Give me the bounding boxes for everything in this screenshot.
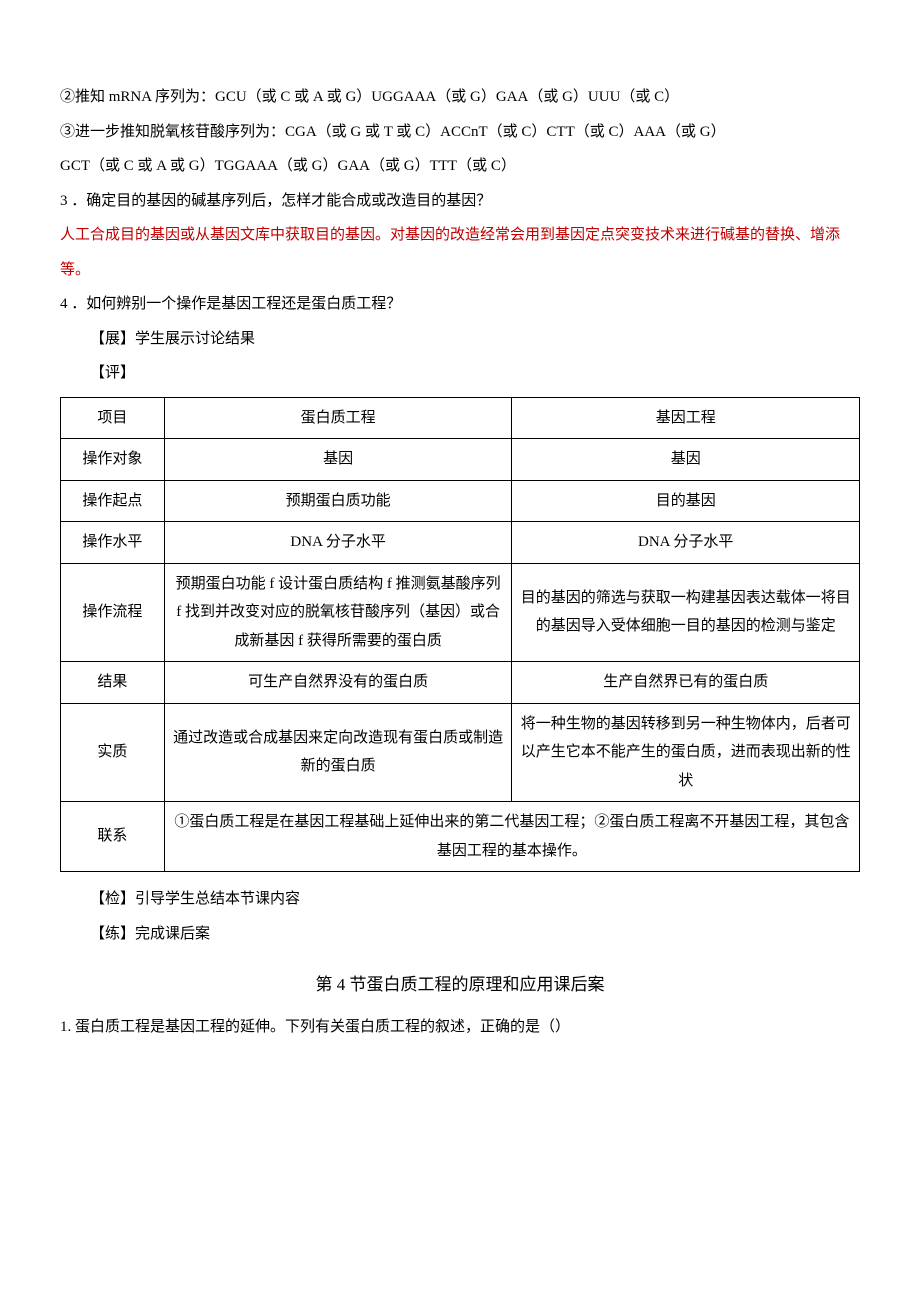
cell: 预期蛋白质功能 — [164, 480, 512, 522]
lian-label: 【练】完成课后案 — [60, 917, 860, 952]
question-4: 4 ．如何辨别一个操作是基因工程还是蛋白质工程？ — [60, 287, 860, 322]
cell: DNA 分子水平 — [512, 522, 860, 564]
cell: 实质 — [61, 703, 165, 802]
comparison-table: 项目 蛋白质工程 基因工程 操作对象 基因 基因 操作起点 预期蛋白质功能 目的… — [60, 397, 860, 873]
cell: 通过改造或合成基因来定向改造现有蛋白质或制造新的蛋白质 — [164, 703, 512, 802]
th-gene: 基因工程 — [512, 397, 860, 439]
cell: 操作流程 — [61, 563, 165, 662]
cell: 可生产自然界没有的蛋白质 — [164, 662, 512, 704]
cell: 目的基因 — [512, 480, 860, 522]
cell: 操作水平 — [61, 522, 165, 564]
cell: 操作对象 — [61, 439, 165, 481]
post-q1: 1. 蛋白质工程是基因工程的延伸。下列有关蛋白质工程的叙述，正确的是（） — [60, 1010, 860, 1045]
table-row: 项目 蛋白质工程 基因工程 — [61, 397, 860, 439]
table-row: 操作流程 预期蛋白功能 f 设计蛋白质结构 f 推测氨基酸序列 f 找到并改变对… — [61, 563, 860, 662]
jian-label: 【检】引导学生总结本节课内容 — [60, 882, 860, 917]
cell: 将一种生物的基因转移到另一种生物体内，后者可以产生它本不能产生的蛋白质，进而表现… — [512, 703, 860, 802]
line-dna1: ③进一步推知脱氧核苷酸序列为：CGA（或 G 或 T 或 C）ACCnT（或 C… — [60, 115, 860, 150]
cell: 结果 — [61, 662, 165, 704]
th-item: 项目 — [61, 397, 165, 439]
ping-label: 【评】 — [60, 356, 860, 391]
zhan-label: 【展】学生展示讨论结果 — [60, 322, 860, 357]
table-row: 实质 通过改造或合成基因来定向改造现有蛋白质或制造新的蛋白质 将一种生物的基因转… — [61, 703, 860, 802]
table-row: 操作起点 预期蛋白质功能 目的基因 — [61, 480, 860, 522]
th-protein: 蛋白质工程 — [164, 397, 512, 439]
answer-3: 人工合成目的基因或从基因文库中获取目的基因。对基因的改造经常会用到基因定点突变技… — [60, 218, 860, 287]
cell: 基因 — [164, 439, 512, 481]
table-row: 结果 可生产自然界没有的蛋白质 生产自然界已有的蛋白质 — [61, 662, 860, 704]
table-row: 操作水平 DNA 分子水平 DNA 分子水平 — [61, 522, 860, 564]
line-mrna: ②推知 mRNA 序列为：GCU（或 C 或 A 或 G）UGGAAA（或 G）… — [60, 80, 860, 115]
table-row: 操作对象 基因 基因 — [61, 439, 860, 481]
line-dna2: GCT（或 C 或 A 或 G）TGGAAA（或 G）GAA（或 G）TTT（或… — [60, 149, 860, 184]
section-title: 第 4 节蛋白质工程的原理和应用课后案 — [60, 965, 860, 1004]
cell: 生产自然界已有的蛋白质 — [512, 662, 860, 704]
cell: 联系 — [61, 802, 165, 872]
question-3: 3 ．确定目的基因的碱基序列后，怎样才能合成或改造目的基因？ — [60, 184, 860, 219]
cell: 目的基因的筛选与获取一构建基因表达载体一将目的基因导入受体细胞一目的基因的检测与… — [512, 563, 860, 662]
cell-span: ①蛋白质工程是在基因工程基础上延伸出来的第二代基因工程；②蛋白质工程离不开基因工… — [164, 802, 859, 872]
cell: 操作起点 — [61, 480, 165, 522]
cell: 基因 — [512, 439, 860, 481]
cell: 预期蛋白功能 f 设计蛋白质结构 f 推测氨基酸序列 f 找到并改变对应的脱氧核… — [164, 563, 512, 662]
table-row: 联系 ①蛋白质工程是在基因工程基础上延伸出来的第二代基因工程；②蛋白质工程离不开… — [61, 802, 860, 872]
cell: DNA 分子水平 — [164, 522, 512, 564]
